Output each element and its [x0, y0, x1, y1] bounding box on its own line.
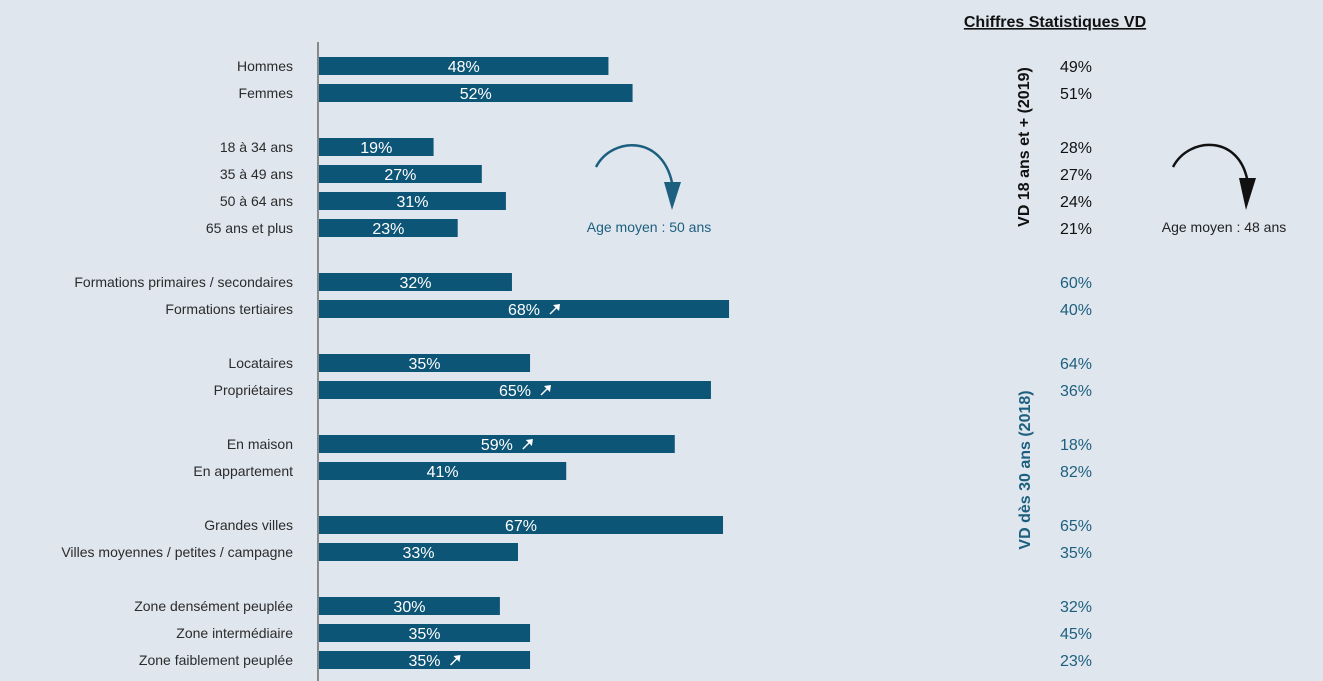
stat-value: 23%	[1060, 653, 1092, 670]
category-label: Locataires	[228, 355, 293, 371]
stat-value: 28%	[1060, 140, 1092, 157]
category-label: Formations primaires / secondaires	[74, 274, 293, 290]
age-note-left: Age moyen : 50 ans	[587, 219, 712, 235]
bar-value-label: 19%	[360, 140, 392, 157]
bar-value-label: 23%	[372, 221, 404, 238]
age-note-right: Age moyen : 48 ans	[1162, 219, 1287, 235]
category-label: En maison	[227, 436, 293, 452]
stat-value: 21%	[1060, 221, 1092, 238]
stat-value: 64%	[1060, 356, 1092, 373]
curved-arrow-left-icon	[594, 144, 675, 189]
bar	[319, 165, 482, 183]
category-label: Zone densément peuplée	[134, 598, 293, 614]
category-label: 18 à 34 ans	[220, 139, 293, 155]
stats-header: Chiffres Statistiques VD	[964, 14, 1146, 31]
north-east-arrow-icon	[522, 439, 533, 450]
stat-value: 27%	[1060, 167, 1092, 184]
bar	[319, 138, 434, 156]
category-label: En appartement	[193, 463, 293, 479]
bar-value-label: 59%	[481, 437, 513, 454]
bar	[319, 516, 724, 534]
arrowhead-left-icon	[664, 182, 681, 210]
bar	[319, 597, 500, 615]
bar	[319, 651, 531, 669]
bar-value-label: 35%	[409, 653, 441, 670]
stat-value: 45%	[1060, 626, 1092, 643]
category-label: Femmes	[239, 85, 293, 101]
category-label: Propriétaires	[214, 382, 293, 398]
bar	[319, 462, 567, 480]
category-label: Grandes villes	[204, 517, 293, 533]
north-east-arrow-icon	[549, 304, 561, 315]
bar	[319, 435, 675, 453]
bar-value-label: 35%	[409, 356, 441, 373]
stat-value: 49%	[1060, 59, 1092, 76]
bar	[319, 354, 531, 372]
arrowhead-right-icon	[1239, 178, 1256, 210]
bar-value-label: 65%	[499, 383, 531, 400]
bar	[319, 300, 730, 318]
stats-column: 49% 51% 28% 27% 24% 21% 60% 40% 64% 36% 18% 82% 65% 3…	[1060, 59, 1092, 670]
category-label: 65 ans et plus	[206, 220, 293, 236]
north-east-arrow-icon	[450, 655, 461, 666]
bar-value-label: 35%	[409, 626, 441, 643]
bar	[319, 624, 531, 642]
curved-arrow-right-icon	[1171, 143, 1250, 185]
category-label: Villes moyennes / petites / campagne	[61, 544, 293, 560]
category-label: 50 à 64 ans	[220, 193, 293, 209]
bar-value-label: 48%	[448, 59, 480, 76]
bar	[319, 273, 512, 291]
bar-value-label: 32%	[399, 275, 431, 292]
bar	[319, 57, 609, 75]
bar	[319, 381, 711, 399]
north-east-arrow-icon	[540, 385, 551, 396]
category-label: Zone faiblement peuplée	[139, 652, 293, 668]
stat-value: 32%	[1060, 599, 1092, 616]
bar-value-label: 52%	[460, 86, 492, 103]
stat-value: 51%	[1060, 86, 1092, 103]
bar-value-label: 67%	[505, 518, 537, 535]
category-label: Hommes	[237, 58, 293, 74]
bar	[319, 192, 506, 210]
stat-value: 60%	[1060, 275, 1092, 292]
bar-value-label: 30%	[393, 599, 425, 616]
category-label: 35 à 49 ans	[220, 166, 293, 182]
stat-value: 35%	[1060, 545, 1092, 562]
stat-value: 82%	[1060, 464, 1092, 481]
bar-value-label: 33%	[402, 545, 434, 562]
bar-value-label: 27%	[384, 167, 416, 184]
bar	[319, 84, 633, 102]
category-label: Formations tertiaires	[165, 301, 293, 317]
stat-value: 65%	[1060, 518, 1092, 535]
stat-value: 40%	[1060, 302, 1092, 319]
bar-value-label: 68%	[508, 302, 540, 319]
bar	[319, 219, 458, 237]
bar-value-label: 31%	[396, 194, 428, 211]
stat-value: 24%	[1060, 194, 1092, 211]
category-label: Zone intermédiaire	[176, 625, 293, 641]
stat-value: 36%	[1060, 383, 1092, 400]
bar	[319, 543, 518, 561]
bars-group: Hommes 48% Femmes 52% 18 à 34 ans 19% 35 à 49 …	[61, 57, 730, 670]
stat-value: 18%	[1060, 437, 1092, 454]
vertical-label-bottom: VD dès 30 ans (2018)	[1017, 390, 1034, 549]
vertical-label-top: VD 18 ans et + (2019)	[1016, 67, 1033, 227]
bar-value-label: 41%	[427, 464, 459, 481]
